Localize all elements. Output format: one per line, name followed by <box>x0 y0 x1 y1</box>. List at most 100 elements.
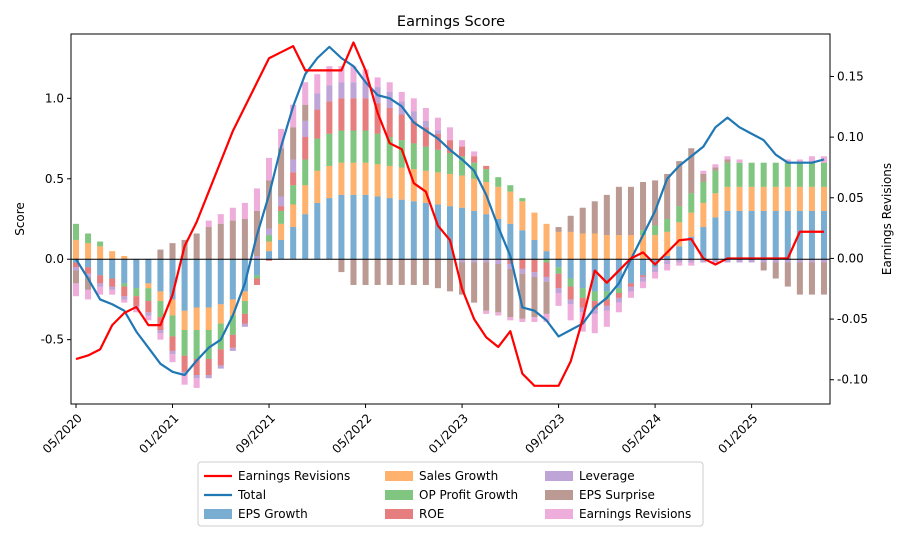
bar-roe-3 <box>109 278 116 287</box>
bar-leverage-6 <box>145 312 152 316</box>
bar-leverage-7 <box>157 330 164 334</box>
bar-eps-surprise-17 <box>278 148 285 197</box>
y-tick-label: 0.5 <box>45 172 64 186</box>
bar-eps-growth-57 <box>760 210 767 260</box>
bar-leverage-41 <box>567 299 574 305</box>
bar-earnings-revisions-11 <box>205 220 212 228</box>
bar-op-profit-growth-10 <box>193 330 200 359</box>
bar-op-profit-growth-1 <box>85 233 92 244</box>
bar-leverage-3 <box>109 286 116 290</box>
bar-roe-42 <box>579 297 586 308</box>
bar-eps-surprise-1 <box>85 276 92 290</box>
bar-earnings-revisions-22 <box>338 66 345 83</box>
bar-eps-growth-9 <box>181 259 188 311</box>
bar-eps-surprise-30 <box>434 259 441 289</box>
bar-eps-growth-52 <box>700 227 707 260</box>
bar-eps-growth-20 <box>314 202 321 260</box>
bar-eps-surprise-41 <box>567 215 574 232</box>
y2-tick-label: 0.10 <box>837 130 864 144</box>
bar-sales-growth-48 <box>652 235 659 260</box>
y-axis-label: Score <box>13 202 27 236</box>
bar-eps-surprise-61 <box>808 262 815 295</box>
bar-earnings-revisions-2 <box>97 286 104 295</box>
bar-earnings-revisions-16 <box>266 157 273 181</box>
bar-sales-growth-26 <box>386 165 393 199</box>
bar-op-profit-growth-26 <box>386 136 393 166</box>
bar-eps-surprise-38 <box>531 276 538 318</box>
bar-earnings-revisions-55 <box>736 159 743 163</box>
bar-roe-47 <box>640 275 647 277</box>
bar-sales-growth-49 <box>664 231 671 256</box>
legend-label-leverage: Leverage <box>579 469 635 483</box>
bar-roe-25 <box>374 103 381 134</box>
bar-sales-growth-31 <box>446 173 454 207</box>
bar-eps-surprise-25 <box>374 259 381 285</box>
bar-sales-growth-40 <box>555 231 562 260</box>
bar-sales-growth-47 <box>640 235 647 260</box>
bar-eps-growth-49 <box>664 256 671 260</box>
bar-eps-surprise-16 <box>266 180 273 229</box>
bar-sales-growth-35 <box>495 186 502 219</box>
x-tick-label: 01/2025 <box>715 411 760 456</box>
bar-leverage-26 <box>386 91 393 108</box>
bar-sales-growth-33 <box>471 178 478 211</box>
bar-sales-growth-61 <box>808 186 815 211</box>
bar-roe-45 <box>615 293 622 298</box>
bar-sales-growth-12 <box>217 304 224 324</box>
bar-eps-growth-41 <box>567 259 574 279</box>
bar-op-profit-growth-27 <box>398 140 405 168</box>
bar-eps-growth-16 <box>266 251 273 260</box>
bar-sales-growth-50 <box>676 222 683 247</box>
bar-eps-growth-12 <box>217 259 224 305</box>
bar-earnings-revisions-38 <box>531 317 538 322</box>
bar-eps-surprise-8 <box>169 243 176 260</box>
bar-sales-growth-46 <box>627 235 634 260</box>
bar-roe-30 <box>434 133 441 150</box>
bar-leverage-59 <box>784 259 791 263</box>
bar-leverage-49 <box>664 259 671 265</box>
bar-roe-8 <box>169 336 176 351</box>
bar-leverage-56 <box>748 259 755 263</box>
bar-eps-surprise-29 <box>422 259 429 285</box>
bar-eps-surprise-45 <box>615 186 622 236</box>
bar-op-profit-growth-28 <box>410 143 417 170</box>
bar-leverage-16 <box>266 228 273 236</box>
bar-earnings-revisions-9 <box>181 375 188 385</box>
bar-eps-growth-38 <box>531 239 538 260</box>
x-tick-label: 05/2020 <box>40 411 85 456</box>
bar-leverage-8 <box>169 350 176 355</box>
bar-earnings-revisions-25 <box>374 77 381 88</box>
bar-eps-surprise-33 <box>471 262 478 303</box>
bar-leverage-57 <box>760 259 767 263</box>
bar-earnings-revisions-49 <box>664 264 671 271</box>
bar-eps-surprise-22 <box>338 259 345 273</box>
bar-leverage-62 <box>820 259 828 263</box>
bar-eps-growth-51 <box>688 236 695 260</box>
bar-earnings-revisions-4 <box>121 299 128 303</box>
bar-op-profit-growth-6 <box>145 288 152 302</box>
line-earnings-revisions-right <box>75 41 824 387</box>
bar-op-profit-growth-4 <box>121 283 128 287</box>
bar-roe-12 <box>217 349 224 366</box>
bar-eps-growth-60 <box>796 210 803 260</box>
bar-sales-growth-3 <box>109 251 116 260</box>
bar-earnings-revisions-31 <box>446 127 454 141</box>
legend-swatch-earnings-revisions <box>545 509 573 519</box>
bar-leverage-53 <box>712 259 719 263</box>
bar-sales-growth-39 <box>543 223 550 252</box>
bar-roe-27 <box>398 114 405 141</box>
y-tick-label: -0.5 <box>41 333 64 347</box>
bar-leverage-50 <box>676 259 683 263</box>
bar-leverage-61 <box>808 259 815 263</box>
bar-eps-surprise-37 <box>519 273 526 319</box>
bar-sales-growth-17 <box>278 223 285 240</box>
bar-leverage-43 <box>591 309 598 314</box>
bar-roe-40 <box>555 273 562 289</box>
bar-op-profit-growth-40 <box>555 267 562 274</box>
bar-eps-surprise-26 <box>386 259 393 285</box>
legend-label-eps-growth: EPS Growth <box>238 507 308 521</box>
bar-sales-growth-32 <box>459 175 466 208</box>
bar-earnings-revisions-37 <box>519 318 526 322</box>
bar-roe-11 <box>205 358 212 376</box>
